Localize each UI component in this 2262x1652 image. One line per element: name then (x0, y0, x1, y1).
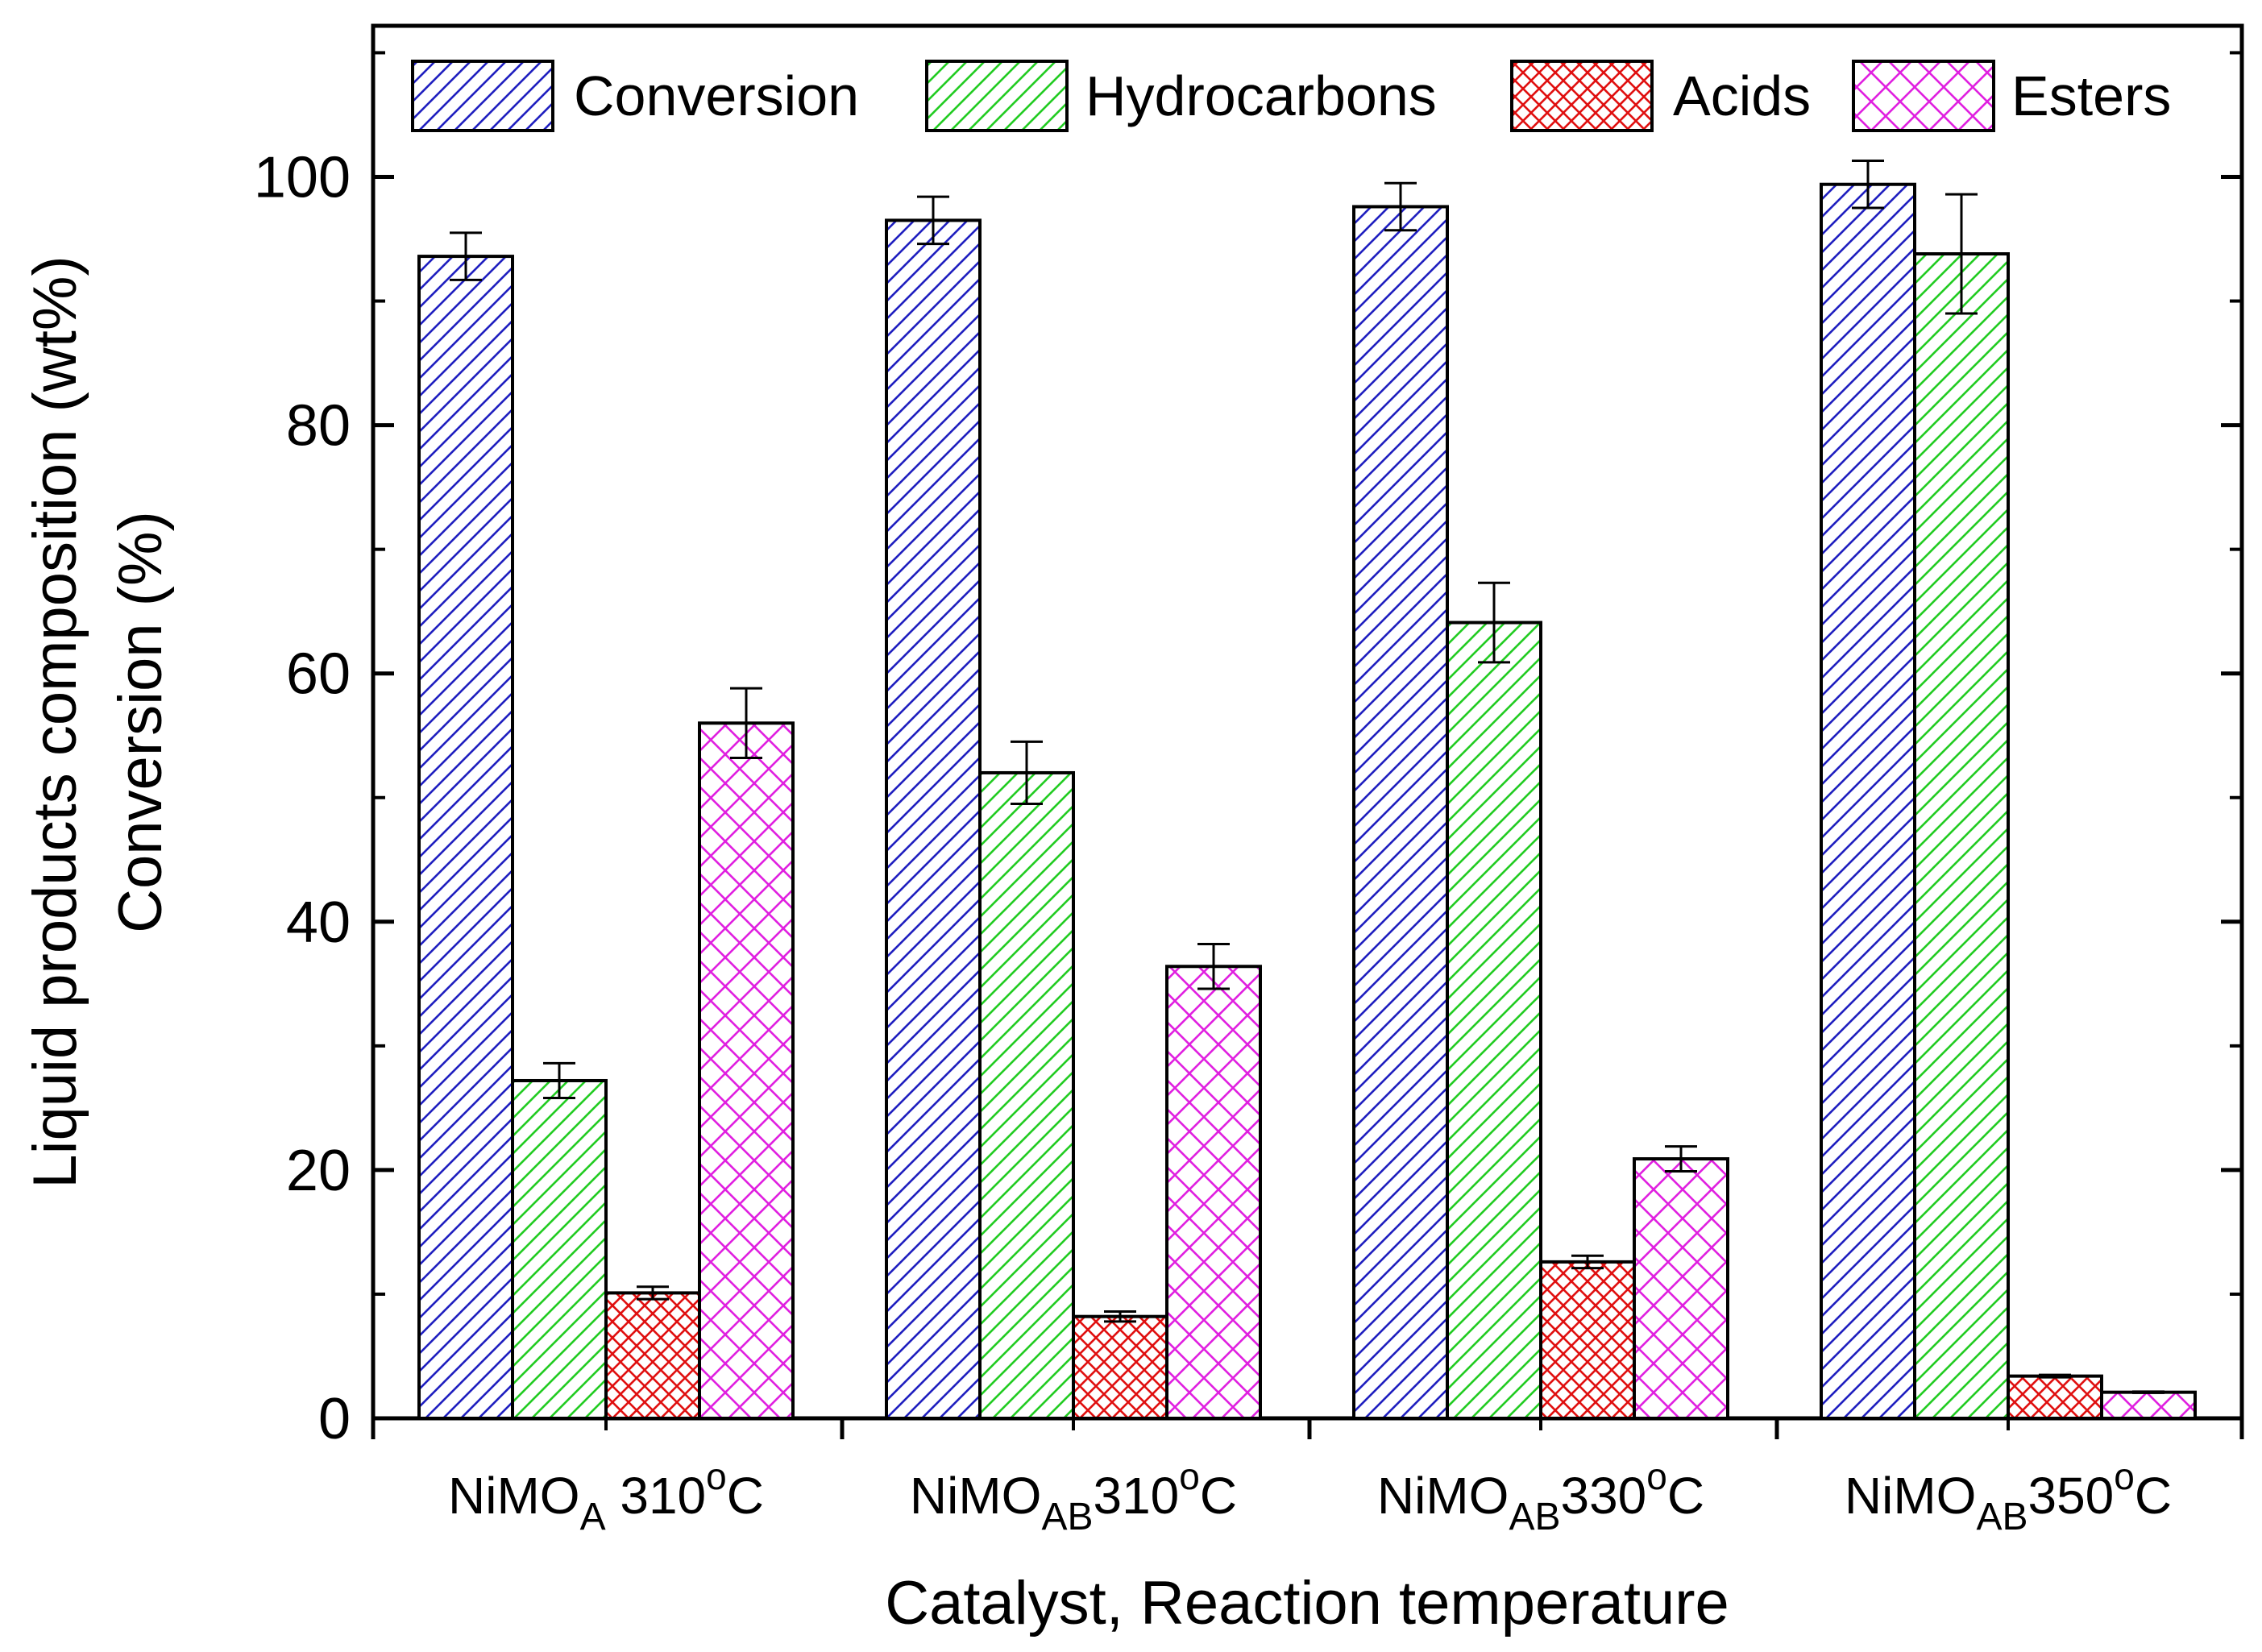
bar-acids-2 (1072, 1314, 1168, 1420)
bar-conversion-2 (885, 218, 982, 1421)
bar-hydrocarbons-4 (1913, 252, 2010, 1420)
legend-label-esters: Esters (2011, 64, 2171, 127)
bar-esters-4 (2100, 1390, 2197, 1421)
bar-esters-2 (1165, 965, 1262, 1421)
bar-acids-4 (2007, 1374, 2103, 1421)
category-label-3: NiMOAB330oC (1377, 1455, 1704, 1538)
y-tick-label: 20 (286, 1139, 351, 1203)
bar-hydrocarbons-3 (1446, 621, 1542, 1420)
y-tick-label: 60 (286, 642, 351, 707)
legend-swatch-esters (1852, 60, 1995, 132)
category-label-1: NiMOA 310oC (448, 1455, 764, 1538)
category-labels: NiMOA 310oC NiMOAB310oC NiMOAB330oC NiMOAB3… (448, 1455, 2172, 1538)
bar-hydrocarbons-2 (978, 770, 1075, 1420)
legend-label-hydrocarbons: Hydrocarbons (1085, 64, 1437, 127)
legend-swatch-hydrocarbons (925, 60, 1069, 132)
bar-acids-3 (1539, 1260, 1636, 1420)
y-tick-label: 100 (254, 146, 351, 210)
y-axis-title-line-1: Liquid products composition (wt%) (21, 255, 89, 1188)
y-tick-label: 40 (286, 890, 351, 955)
y-axis: 0 20 40 60 80 100 (254, 51, 2242, 1451)
bar-conversion-4 (1820, 182, 1916, 1420)
legend-swatch-conversion (411, 60, 554, 132)
category-label-2: NiMOAB310oC (910, 1455, 1237, 1538)
legend-label-conversion: Conversion (574, 64, 859, 127)
bar-conversion-3 (1352, 205, 1449, 1420)
bar-acids-1 (604, 1291, 701, 1421)
y-axis-title-line-2: Conversion (%) (106, 511, 175, 933)
error-bars-group (450, 159, 2164, 1394)
category-label-4: NiMOAB350oC (1845, 1455, 2172, 1538)
bars-group (417, 182, 2197, 1421)
bar-conversion-1 (417, 255, 514, 1420)
bar-esters-3 (1633, 1157, 1729, 1421)
x-axis-title: Catalyst, Reaction temperature (885, 1569, 1729, 1637)
y-tick-label: 80 (286, 394, 351, 459)
y-tick-label: 0 (318, 1387, 351, 1451)
bar-hydrocarbons-1 (511, 1078, 608, 1420)
legend-label-acids: Acids (1673, 64, 1811, 127)
bar-esters-1 (698, 721, 795, 1420)
x-axis (371, 1418, 2244, 1439)
legend-swatch-acids (1510, 60, 1654, 132)
legend: Conversion Hydrocarbons Acids Esters (411, 60, 2171, 132)
